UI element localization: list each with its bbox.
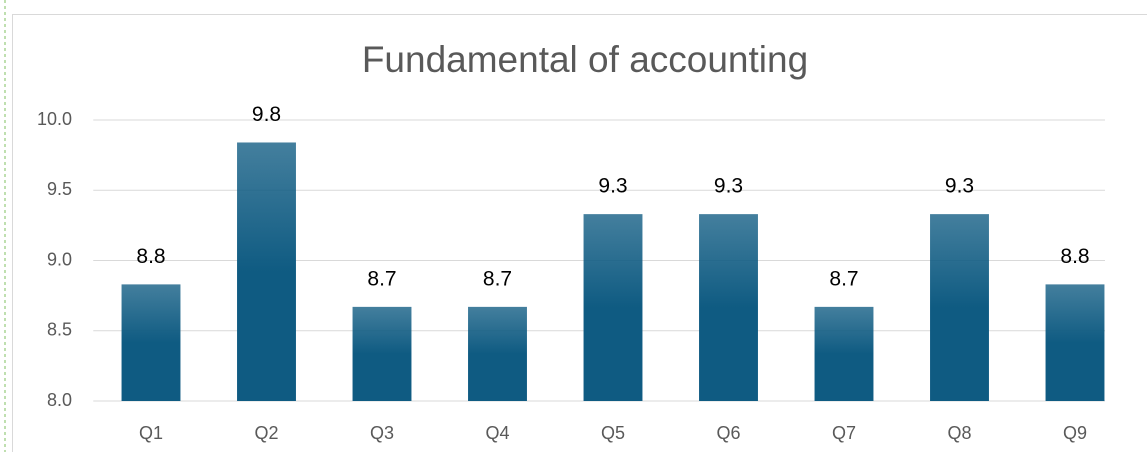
chart-title: Fundamental of accounting xyxy=(362,39,808,80)
bar xyxy=(814,306,874,401)
bar xyxy=(1045,284,1105,401)
x-tick-label: Q9 xyxy=(1063,423,1087,443)
data-label: 9.3 xyxy=(714,175,743,198)
x-tick-label: Q2 xyxy=(254,423,278,443)
data-label: 9.3 xyxy=(598,175,627,198)
x-tick-label: Q5 xyxy=(601,423,625,443)
bar xyxy=(121,284,181,401)
x-tick-label: Q8 xyxy=(947,423,971,443)
chart-frame xyxy=(12,14,1147,452)
data-label: 9.3 xyxy=(945,175,974,198)
x-tick-label: Q7 xyxy=(832,423,856,443)
x-tick-label: Q1 xyxy=(139,423,163,443)
x-tick-label: Q6 xyxy=(716,423,740,443)
data-label: 9.8 xyxy=(252,103,281,126)
data-label: 8.8 xyxy=(136,245,165,268)
data-label: 8.7 xyxy=(829,267,858,290)
bar xyxy=(237,142,296,402)
x-tick-label: Q4 xyxy=(485,423,509,443)
data-label: 8.8 xyxy=(1060,245,1089,268)
bar xyxy=(583,214,643,401)
y-tick-label: 8.5 xyxy=(47,320,72,340)
data-label: 8.7 xyxy=(367,267,396,290)
bar xyxy=(352,306,412,401)
data-label: 8.7 xyxy=(483,267,512,290)
y-tick-label: 10.0 xyxy=(37,109,72,129)
bar xyxy=(468,306,527,401)
y-tick-label: 9.5 xyxy=(47,179,72,199)
y-tick-label: 9.0 xyxy=(47,249,72,269)
y-tick-label: 8.0 xyxy=(47,390,72,410)
x-tick-label: Q3 xyxy=(370,423,394,443)
bar xyxy=(699,214,758,401)
bar xyxy=(930,214,989,401)
